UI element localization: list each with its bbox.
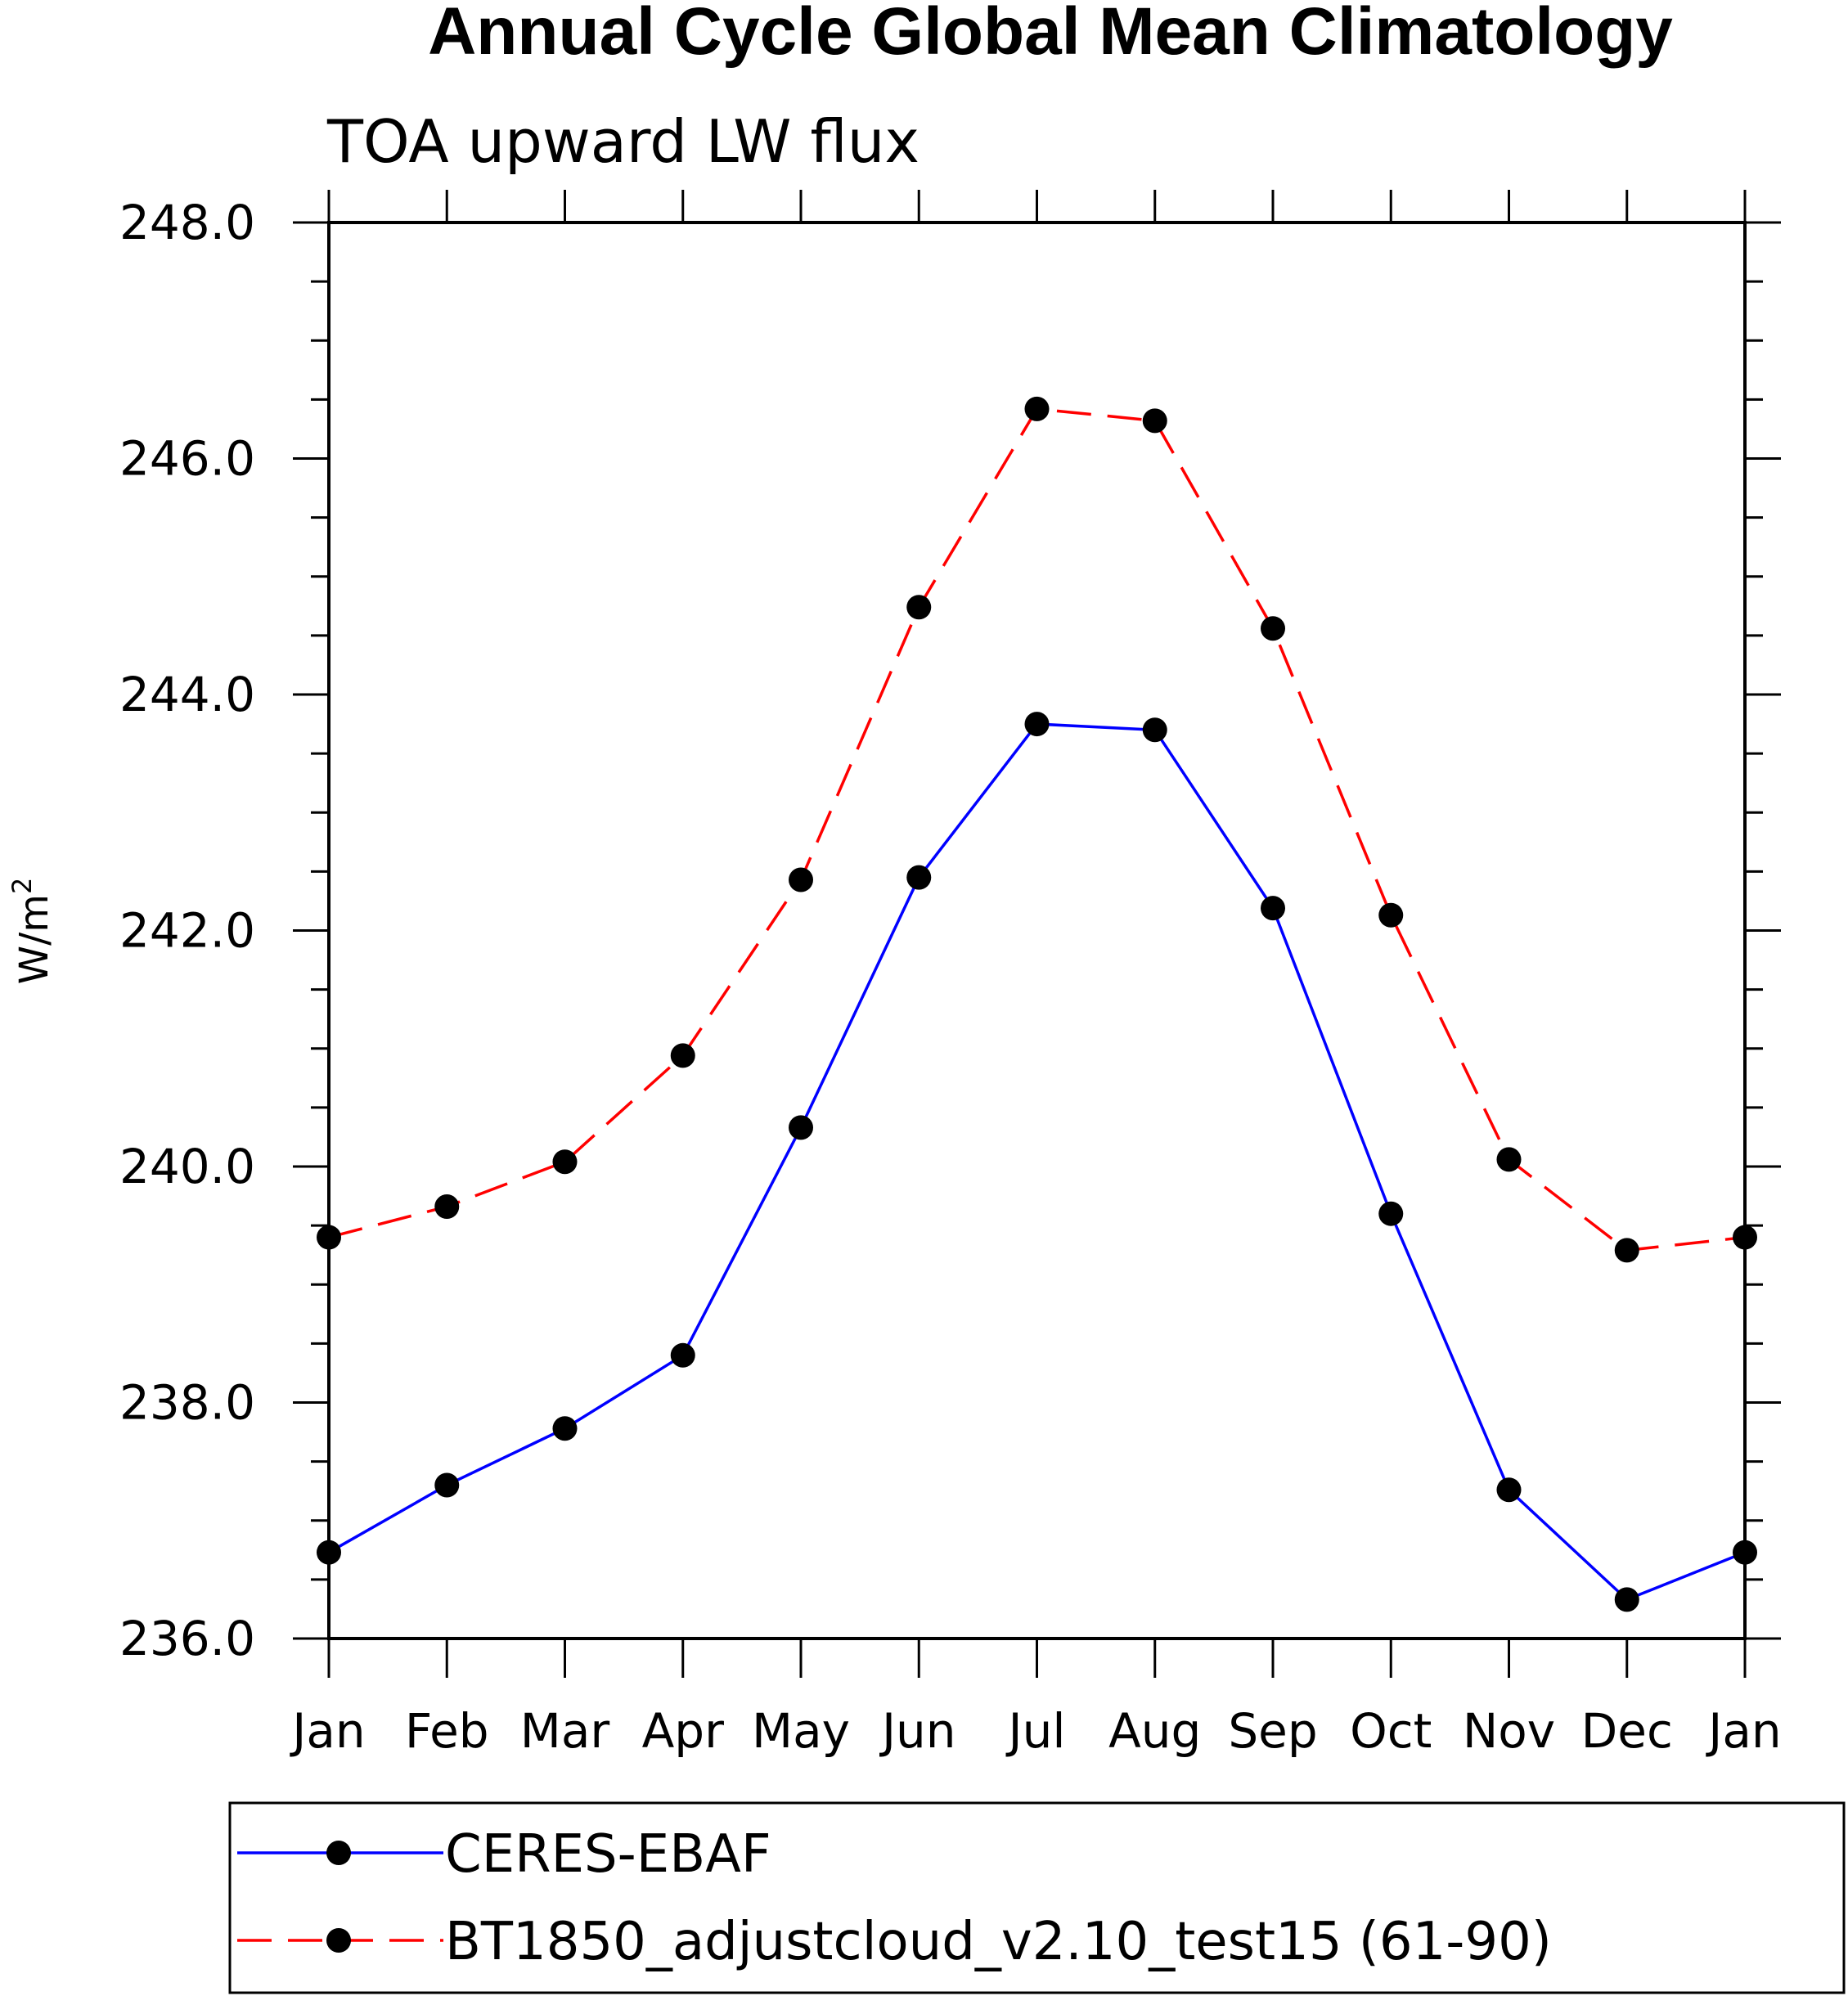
- axis-ticks: [293, 190, 1781, 1678]
- x-tick-label: Jul: [1006, 1703, 1066, 1759]
- legend-label-1: CERES-EBAF: [445, 1824, 771, 1885]
- series-1-point: [1142, 717, 1167, 743]
- y-axis-label: W/m2: [7, 878, 57, 985]
- chart-subtitle: TOA upward LW flux: [326, 107, 920, 176]
- y-tick-label: 236.0: [119, 1611, 255, 1666]
- series-1-point: [1614, 1587, 1639, 1612]
- series-1-point: [1496, 1477, 1522, 1503]
- markers-layer: [317, 396, 1757, 1612]
- legend-marker-1: [326, 1841, 351, 1865]
- y-tick-label: 242.0: [119, 903, 255, 959]
- x-tick-label: Feb: [405, 1703, 489, 1759]
- series-1-point: [1024, 712, 1050, 737]
- y-tick-label: 240.0: [119, 1139, 255, 1194]
- series-layer: [328, 407, 1746, 1602]
- y-tick-label: 246.0: [119, 431, 255, 487]
- series-1-point: [552, 1416, 578, 1441]
- x-tick-label: Aug: [1108, 1703, 1201, 1759]
- x-tick-label: Apr: [642, 1703, 724, 1759]
- series-line-2: [328, 407, 1746, 1252]
- series-2-point: [1614, 1238, 1639, 1263]
- x-tick-label: Jan: [290, 1703, 365, 1759]
- x-tick-label: Nov: [1463, 1703, 1555, 1759]
- series-1-point: [1261, 896, 1285, 921]
- series-2-point: [434, 1194, 460, 1220]
- series-1-point: [906, 865, 932, 890]
- y-tick-label: 244.0: [119, 667, 255, 722]
- x-tick-label: Dec: [1581, 1703, 1673, 1759]
- y-tick-label: 248.0: [119, 195, 255, 250]
- series-2-point: [1261, 616, 1285, 641]
- y-axis-label-superscript: 2: [7, 878, 38, 894]
- series-2-point: [1024, 396, 1050, 421]
- series-1-point: [670, 1342, 695, 1368]
- x-tick-label: Mar: [520, 1703, 610, 1759]
- series-1-point: [1733, 1540, 1757, 1565]
- x-tick-labels: Jan Feb Mar Apr May Jun Jul Aug Sep Oct Nov Dec Jan: [290, 1703, 1781, 1759]
- x-tick-label: Jun: [879, 1703, 956, 1759]
- x-tick-label: Jan: [1706, 1703, 1781, 1759]
- y-axis-label-text: W/m: [11, 894, 57, 984]
- chart-title: Annual Cycle Global Mean Climatology: [428, 0, 1673, 69]
- series-1-point: [434, 1472, 460, 1498]
- series-2-point: [906, 595, 932, 620]
- series-1-point: [1378, 1201, 1404, 1226]
- series-line-1: [328, 722, 1746, 1602]
- series-2-point: [317, 1225, 341, 1250]
- series-2-point: [1142, 408, 1167, 434]
- series-2-point: [1496, 1147, 1522, 1172]
- x-tick-label: Sep: [1228, 1703, 1317, 1759]
- series-2-point: [1733, 1225, 1757, 1250]
- svg-text:W/m2: W/m2: [7, 878, 57, 985]
- series-2-point: [789, 867, 813, 892]
- series-1-point: [789, 1115, 813, 1140]
- series-1-point: [317, 1540, 341, 1565]
- x-tick-label: May: [752, 1703, 850, 1759]
- x-tick-label: Oct: [1350, 1703, 1432, 1759]
- y-tick-labels: 236.0 238.0 240.0 242.0 244.0 246.0 248.0: [119, 195, 255, 1666]
- y-tick-label: 238.0: [119, 1375, 255, 1431]
- series-2-point: [552, 1149, 578, 1175]
- legend-label-2: BT1850_adjustcloud_v2.10_test15 (61-90): [445, 1912, 1552, 1972]
- plot-frame: [327, 221, 1747, 1640]
- legend: CERES-EBAF BT1850_adjustcloud_v2.10_test1…: [237, 1824, 1552, 1972]
- legend-box: [228, 1801, 1846, 1994]
- legend-marker-2: [326, 1928, 351, 1953]
- series-2-point: [1378, 902, 1404, 928]
- series-2-point: [670, 1043, 695, 1068]
